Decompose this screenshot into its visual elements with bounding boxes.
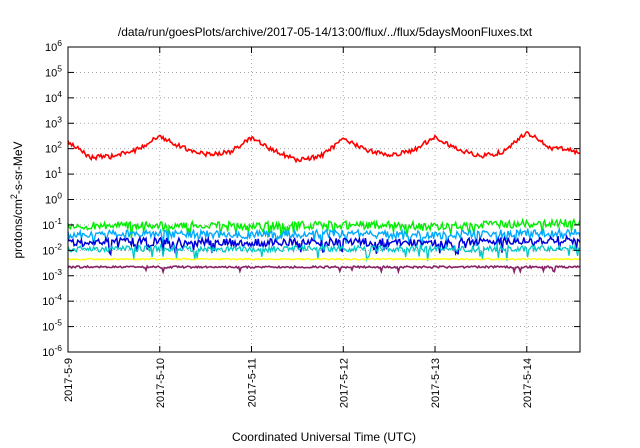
y-tick-label: 100 <box>45 191 62 207</box>
y-tick-label: 10-5 <box>42 318 62 334</box>
y-tick-label: 10-4 <box>42 292 62 308</box>
series-line-6 <box>67 257 581 261</box>
y-tick-label: 102 <box>45 140 62 156</box>
y-tick-label: 10-6 <box>42 343 62 359</box>
y-tick-label: 104 <box>45 89 62 105</box>
y-axis-label-sup: 2 <box>9 194 19 199</box>
series-line-7 <box>67 264 581 275</box>
y-tick-labels: 10-6 10-5 10-4 10-3 10-2 10-1 100 101 102 103 104 1… <box>42 38 62 359</box>
x-tick-label: 2017-5-10 <box>155 358 167 408</box>
y-axis-label-suffix: -s-sr-MeV <box>11 141 25 194</box>
y-tick-label: 10-2 <box>42 241 62 257</box>
x-tick-label: 2017-5-11 <box>247 358 259 407</box>
y-tick-label: 106 <box>45 38 62 54</box>
x-tick-label: 2017-5-12 <box>338 358 350 408</box>
chart-title: /data/run/goesPlots/archive/2017-05-14/1… <box>118 25 533 39</box>
x-tick-label: 2017-5-13 <box>430 358 442 408</box>
x-tick-labels: 2017-5-9 2017-5-10 2017-5-11 2017-5-12 2017-… <box>63 358 534 408</box>
y-tick-label: 10-3 <box>42 267 62 283</box>
y-axis-label-prefix: protons/cm <box>11 199 25 258</box>
series-line-2 <box>67 217 581 239</box>
grid-layer <box>68 47 580 352</box>
y-tick-label: 10-1 <box>42 216 62 232</box>
series-line-1 <box>67 131 581 164</box>
x-axis-label: Coordinated Universal Time (UTC) <box>232 430 416 444</box>
tick-layer <box>67 46 580 353</box>
series-layer <box>67 131 581 275</box>
series-line-3 <box>67 226 581 248</box>
y-axis-label: protons/cm2-s-sr-MeV <box>9 141 25 258</box>
x-tick-label: 2017-5-9 <box>63 358 75 402</box>
x-tick-label: 2017-5-14 <box>522 358 534 408</box>
y-tick-label: 101 <box>45 165 62 181</box>
y-tick-label: 103 <box>45 114 62 130</box>
series-line-5 <box>67 243 581 262</box>
y-tick-label: 105 <box>45 63 62 79</box>
